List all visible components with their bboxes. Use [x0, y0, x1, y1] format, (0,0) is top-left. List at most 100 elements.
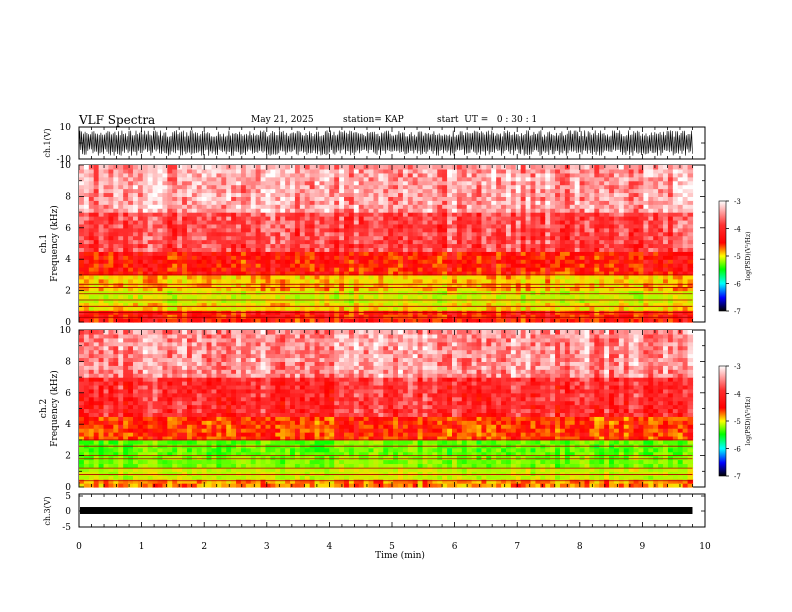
- spectrogram-cell: [442, 180, 448, 186]
- spectrogram-cell: [456, 219, 463, 225]
- spectrogram-cell: [255, 314, 262, 319]
- spectrogram-cell: [604, 227, 610, 233]
- spectrogram-cell: [432, 267, 438, 272]
- spectrogram-cell: [667, 208, 674, 213]
- spectrogram-cell: [206, 180, 213, 186]
- spectrogram-cell: [309, 184, 316, 190]
- spectrogram-cell: [358, 227, 365, 233]
- spectrogram-cell: [324, 267, 330, 272]
- spectrogram-cell: [240, 243, 247, 249]
- spectrogram-cell: [466, 219, 473, 225]
- spectrogram-cell: [687, 223, 694, 229]
- spectrogram-cell: [226, 204, 232, 209]
- spectrogram-cell: [290, 294, 296, 300]
- spectrogram-cell: [231, 306, 237, 311]
- spectrogram-cell: [427, 274, 433, 280]
- spectrogram-cell: [555, 219, 561, 225]
- spectrogram-cell: [231, 294, 237, 300]
- spectrogram-cell: [206, 212, 213, 217]
- spectrogram-cell: [584, 247, 591, 252]
- spectrogram-cell: [147, 180, 154, 186]
- spectrogram-cell: [265, 204, 272, 209]
- spectrogram-cell: [299, 176, 306, 182]
- spectrogram-cell: [579, 192, 586, 197]
- spectrogram-cell: [437, 188, 443, 194]
- spectrogram-cell: [79, 263, 85, 268]
- spectrogram-cell: [540, 306, 546, 311]
- spectrogram-cell: [255, 165, 262, 170]
- spectrogram-cell: [599, 165, 605, 170]
- spectrogram-cell: [344, 282, 350, 288]
- spectrogram-cell: [555, 188, 561, 194]
- spectrogram-cell: [677, 231, 684, 237]
- spectrogram-cell: [319, 263, 325, 268]
- spectrogram-cell: [191, 212, 198, 217]
- spectrogram-cell: [643, 192, 649, 197]
- spectrogram-cell: [201, 196, 208, 201]
- spectrogram-cell: [285, 255, 291, 260]
- spectrogram-cell: [88, 298, 95, 303]
- spectrogram-cell: [491, 298, 497, 303]
- spectrogram-cell: [604, 204, 610, 209]
- spectrogram-cell: [196, 184, 203, 190]
- spectrogram-cell: [427, 204, 433, 209]
- spectrogram-cell: [98, 302, 105, 307]
- spectrogram-cell: [633, 247, 640, 252]
- spectrogram-cell: [290, 227, 296, 233]
- spectrogram-cell: [628, 204, 635, 209]
- spectrogram-cell: [466, 200, 473, 205]
- spectrogram-cell: [677, 188, 684, 194]
- spectrogram-cell: [427, 216, 433, 221]
- spectrogram-cell: [520, 212, 527, 217]
- spectrogram-cell: [191, 176, 198, 182]
- spectrogram-cell: [344, 306, 350, 311]
- spectrogram-cell: [491, 294, 497, 300]
- spectrogram-cell: [118, 302, 124, 307]
- spectrogram-cell: [452, 274, 458, 280]
- spectrogram-cell: [525, 306, 532, 311]
- spectrogram-cell: [383, 235, 389, 241]
- spectrogram-cell: [437, 259, 443, 264]
- spectrogram-cell: [456, 204, 463, 209]
- spectrogram-cell: [486, 239, 492, 245]
- spectrogram-cell: [545, 286, 551, 292]
- spectrogram-cell: [589, 188, 595, 194]
- spectrogram-cell: [319, 243, 325, 249]
- spectrogram-cell: [530, 294, 537, 300]
- spectrogram-cell: [589, 314, 595, 319]
- spectrogram-cell: [319, 204, 325, 209]
- spectrogram-cell: [545, 223, 551, 229]
- spectrogram-cell: [334, 274, 340, 280]
- spectrogram-cell: [505, 314, 512, 319]
- spectrogram-cell: [648, 216, 654, 221]
- spectrogram-cell: [589, 294, 595, 300]
- spectrogram-cell: [564, 208, 571, 213]
- spectrogram-cell: [186, 235, 193, 241]
- spectrogram-cell: [319, 212, 325, 217]
- spectrogram-cell: [550, 219, 556, 225]
- spectrogram-cell: [672, 274, 679, 280]
- spectrogram-cell: [442, 227, 448, 233]
- spectrogram-cell: [137, 227, 144, 233]
- spectrogram-cell: [388, 227, 394, 233]
- spectrogram-cell: [162, 286, 168, 292]
- spectrogram-cell: [535, 192, 541, 197]
- spectrogram-cell: [515, 188, 522, 194]
- spectrogram-cell: [363, 200, 370, 205]
- spectrogram-cell: [245, 223, 252, 229]
- spectrogram-cell: [559, 282, 566, 288]
- spectrogram-cell: [226, 263, 232, 268]
- spectrogram-cell: [432, 223, 438, 229]
- spectrogram-cell: [667, 223, 674, 229]
- spectrogram-cell: [613, 267, 620, 272]
- spectrogram-cell: [309, 196, 316, 201]
- spectrogram-cell: [427, 286, 433, 292]
- spectrogram-cell: [309, 208, 316, 213]
- spectrogram-cell: [613, 227, 620, 233]
- spectrogram-cell: [196, 180, 203, 186]
- spectrogram-cell: [186, 306, 193, 311]
- spectrogram-cell: [339, 216, 345, 221]
- spectrogram-cell: [569, 286, 576, 292]
- spectrogram-cell: [290, 219, 296, 225]
- spectrogram-cell: [496, 290, 502, 296]
